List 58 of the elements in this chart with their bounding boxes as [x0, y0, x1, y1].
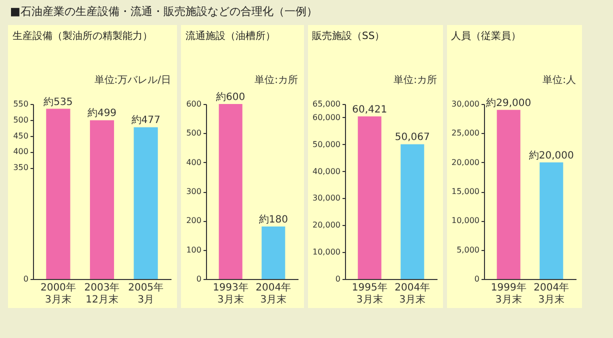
y-tick-label: 0: [23, 274, 28, 284]
y-tick-label: 500: [13, 115, 28, 124]
y-tick-label: 350: [13, 163, 28, 172]
y-tick-label: 100: [186, 245, 202, 254]
y-tick-label: 10,000: [452, 216, 480, 226]
y-tick-label: 30,000: [312, 194, 340, 203]
x-tick-label: 2004年3月末: [256, 282, 292, 306]
data-label: 約499: [87, 108, 117, 120]
text: 単位:人: [542, 74, 576, 86]
data-label: 約600: [216, 92, 246, 103]
bar: [90, 120, 114, 279]
data-label: 約535: [44, 96, 73, 108]
y-tick-label: 450: [13, 131, 28, 140]
y-tick-label: 500: [186, 128, 202, 138]
data-label: 約477: [131, 115, 160, 126]
x-tick-label: 2004年3月末: [534, 282, 570, 306]
text: ■石油産業の生産設備・流通・販売施設などの合理化（一例）: [9, 4, 318, 20]
chart-title: 人員（従業員）: [451, 30, 522, 42]
y-tick-label: 0: [196, 274, 202, 284]
y-tick-label: 5,000: [456, 245, 480, 254]
text: 単位:カ所: [254, 74, 298, 86]
data-label: 60,421: [352, 104, 388, 116]
y-tick-label: 30,000: [452, 100, 480, 108]
y-tick-label: 50,000: [312, 140, 340, 149]
y-tick-label: 60,000: [312, 112, 340, 122]
data-label: 約29,000: [486, 98, 532, 109]
y-tick-label: 0: [474, 274, 480, 284]
y-tick-label: 300: [186, 187, 202, 196]
y-tick-label: 0: [335, 274, 340, 284]
x-tick-label: 1993年3月末: [212, 282, 248, 306]
bar: [46, 108, 70, 279]
bar: [134, 127, 158, 279]
y-tick-label: 65,000: [312, 100, 340, 108]
x-tick-label: 1999年3月末: [490, 282, 526, 306]
y-tick-label: 400: [186, 158, 202, 167]
x-tick-label: 2004年3月末: [394, 282, 430, 306]
y-tick-label: 15,000: [452, 187, 480, 196]
y-tick-label: 200: [186, 216, 202, 226]
text: 単位:万バレル/日: [94, 74, 171, 86]
y-tick-label: 20,000: [452, 158, 480, 167]
data-label: 約20,000: [528, 150, 574, 162]
y-tick-label: 10,000: [312, 248, 340, 257]
chart-title: 流通施設（油槽所）: [186, 30, 276, 42]
x-tick-label: 2005年3月: [128, 282, 164, 306]
chart-title: 販売施設（SS）: [312, 30, 385, 42]
y-tick-label: 25,000: [452, 128, 480, 138]
x-tick-label: 1995年3月末: [352, 282, 388, 306]
text: 単位:カ所: [394, 74, 437, 86]
y-tick-label: 550: [13, 100, 28, 108]
y-tick-label: 20,000: [312, 220, 340, 230]
y-tick-label: 600: [186, 100, 202, 108]
y-tick-label: 40,000: [312, 166, 340, 176]
data-label: 約180: [258, 214, 288, 226]
y-tick-label: 400: [13, 147, 28, 156]
x-tick-label: 2000年3月末: [40, 282, 76, 306]
chart-title: 生産設備（製油所の精製能力）: [12, 30, 153, 42]
data-label: 50,067: [394, 132, 430, 144]
x-tick-label: 2003年12月末: [84, 282, 120, 306]
